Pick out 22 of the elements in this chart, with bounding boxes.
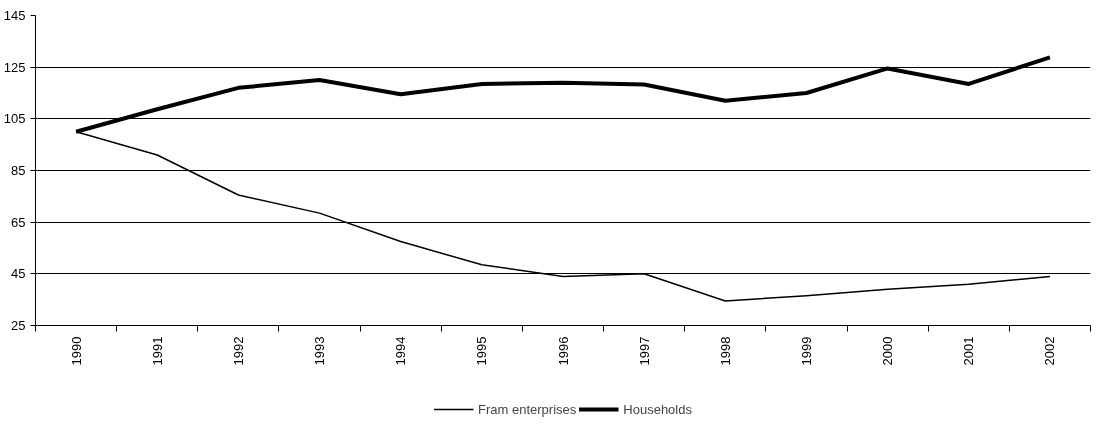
x-tick-label: 1995 bbox=[474, 336, 490, 366]
x-tick-label: 1991 bbox=[149, 336, 165, 366]
y-tick-label: 125 bbox=[3, 59, 26, 75]
x-tick-label: 2000 bbox=[880, 336, 896, 366]
x-tick-label: 1993 bbox=[312, 336, 328, 366]
x-tick-label: 1998 bbox=[717, 336, 733, 366]
y-tick-label: 145 bbox=[3, 8, 26, 23]
legend-label: Fram enterprises bbox=[478, 401, 577, 417]
x-tick-label: 1999 bbox=[798, 336, 814, 366]
x-tick-label: 1997 bbox=[636, 336, 652, 366]
x-tick-label: 1994 bbox=[393, 336, 409, 366]
x-tick-label: 1996 bbox=[555, 336, 571, 366]
x-tick-label: 1990 bbox=[68, 336, 84, 366]
x-tick-label: 2002 bbox=[1042, 336, 1058, 366]
y-tick-label: 85 bbox=[11, 163, 26, 178]
y-tick-label: 25 bbox=[11, 318, 26, 333]
x-tick-label: 2001 bbox=[961, 336, 977, 366]
y-tick-label: 65 bbox=[11, 214, 26, 230]
y-tick-label: 45 bbox=[11, 266, 26, 282]
y-tick-label: 105 bbox=[3, 111, 26, 127]
legend-label: Households bbox=[623, 401, 692, 417]
x-tick-label: 1992 bbox=[230, 336, 246, 366]
